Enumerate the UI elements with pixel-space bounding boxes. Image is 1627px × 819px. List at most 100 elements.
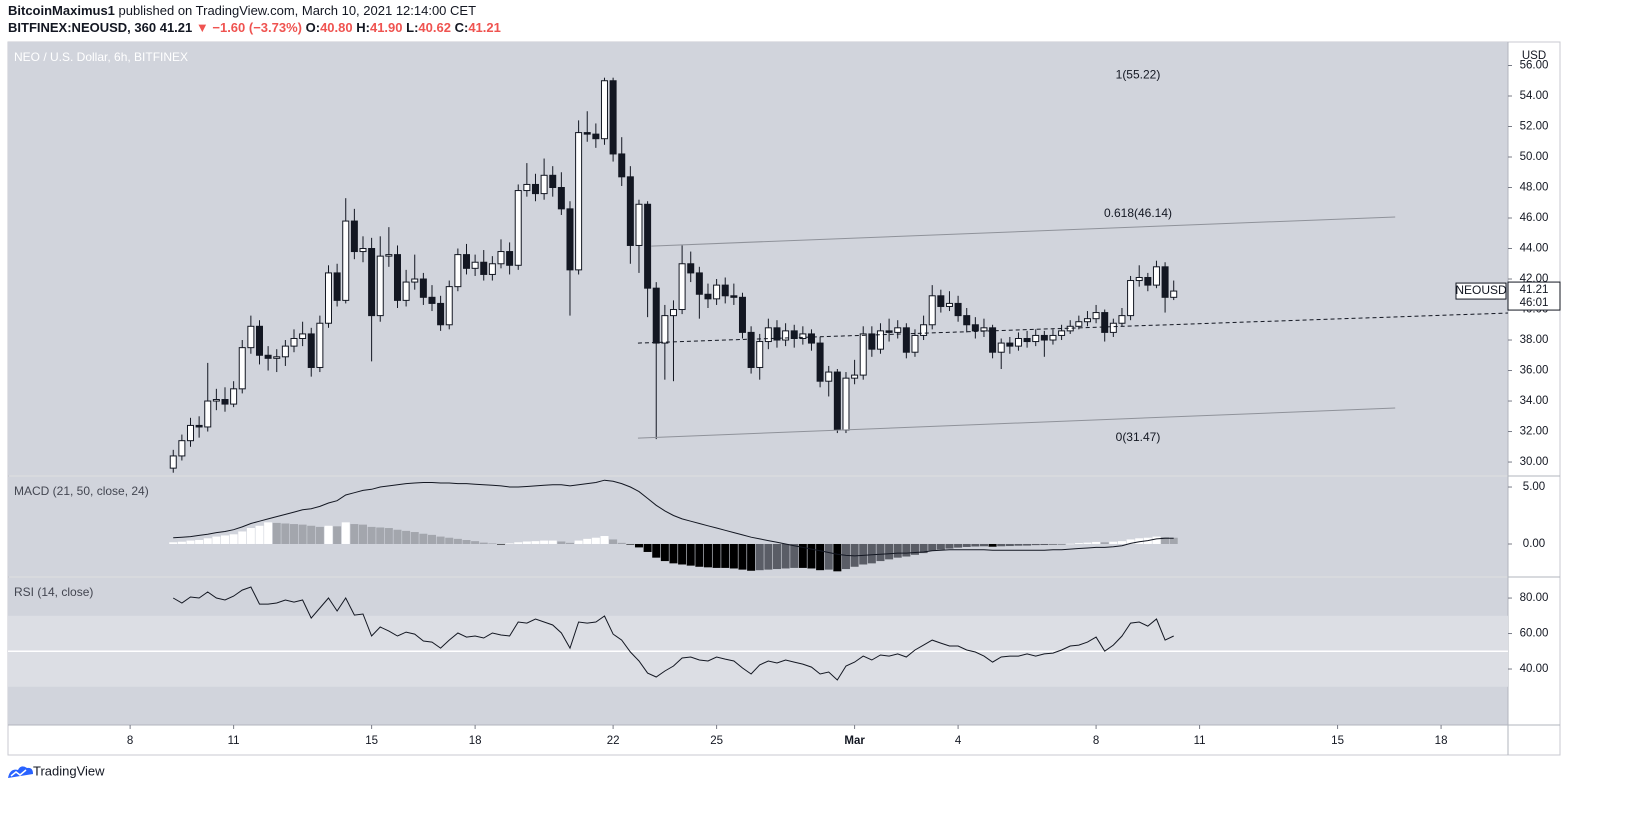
candle-body (661, 315, 669, 344)
macd-bar (1023, 543, 1032, 546)
macd-bar (591, 537, 600, 544)
macd-bar (246, 528, 255, 544)
y-tick-label: 46.00 (1520, 212, 1549, 224)
candle-body (859, 333, 867, 376)
candle-body (756, 341, 764, 368)
y-tick-label: 50.00 (1520, 151, 1549, 163)
candle-body (411, 278, 419, 283)
candle-body (704, 293, 712, 300)
macd-bar (971, 543, 980, 547)
candle-body (290, 337, 298, 347)
macd-bar (540, 540, 549, 544)
macd-bar (522, 541, 531, 544)
candle-body (419, 278, 427, 298)
candle-body (523, 183, 531, 192)
candle-body (497, 251, 505, 265)
macd-bar (867, 543, 876, 564)
y-tick-label: 44.00 (1520, 243, 1549, 255)
trend-line-dashed (637, 312, 1509, 344)
macd-bar (928, 543, 937, 551)
fib-label: 1(55.22) (1116, 68, 1161, 82)
macd-bar (695, 543, 704, 567)
macd-bar (936, 543, 945, 550)
macd-bar (669, 543, 678, 564)
macd-bar (376, 527, 385, 544)
macd-bar (427, 534, 436, 544)
macd-bar (833, 543, 842, 572)
candle-body (307, 333, 315, 368)
candle-body (480, 261, 488, 275)
x-tick-label: 4 (955, 735, 962, 747)
macd-bar (238, 531, 247, 544)
candle-body (247, 325, 255, 349)
symbol-line: BITFINEX:NEOUSD, 360 41.21 ▼ −1.60 (−3.7… (8, 20, 501, 35)
author: BitcoinMaximus1 (8, 3, 115, 18)
macd-bar (824, 543, 833, 570)
macd-bar (1014, 543, 1023, 546)
candle-body (471, 261, 479, 269)
macd-bar (798, 543, 807, 568)
candle-body (600, 80, 608, 140)
candle-body (583, 132, 591, 135)
macd-bar (367, 526, 376, 544)
macd-line (173, 479, 1174, 557)
candle-body (1127, 280, 1135, 317)
candle-body (385, 254, 393, 257)
price-label-symbol: NEOUSD (1455, 283, 1507, 297)
macd-bar (186, 540, 195, 544)
candle-body (876, 330, 884, 350)
macd-bar (298, 524, 307, 544)
candle-body (773, 327, 781, 341)
chart-title: NEO / U.S. Dollar, 6h, BITFINEX (14, 50, 188, 64)
macd-bar (212, 536, 221, 544)
candle-body (575, 132, 583, 271)
candle-body (566, 208, 574, 271)
macd-bar (402, 530, 411, 544)
candle-body (678, 263, 686, 311)
price-label-value-box (1507, 281, 1561, 311)
x-tick-label: 15 (365, 735, 378, 747)
macd-bar (557, 541, 566, 544)
y-tick-label: 30.00 (1520, 456, 1549, 468)
macd-bar (1126, 539, 1135, 544)
macd-bar (738, 543, 747, 570)
candle-body (1083, 318, 1091, 323)
channel-line (651, 216, 1396, 247)
ohlc-label: L: (406, 20, 418, 35)
header-line: BitcoinMaximus1 published on TradingView… (8, 3, 476, 18)
published: published on TradingView.com, March 10, … (119, 3, 477, 18)
macd-bar (1074, 543, 1083, 544)
ohlc-value: 40.80 (320, 20, 353, 35)
candle-body (454, 254, 462, 288)
macd-bar (358, 524, 367, 544)
candle-body (316, 322, 324, 368)
candle-body (1058, 330, 1066, 336)
macd-bar (281, 523, 290, 544)
ohlc-value: 40.62 (418, 20, 451, 35)
candle-body (186, 424, 194, 442)
macd-bar (341, 522, 350, 544)
last-price: 41.21 (160, 20, 193, 35)
macd-bar (988, 543, 997, 547)
y-tick-label: 80.00 (1520, 592, 1549, 604)
macd-bar (479, 542, 488, 544)
macd-bar (678, 543, 687, 565)
macd-bar (393, 529, 402, 544)
macd-bar (876, 543, 885, 562)
macd-bar (1040, 543, 1049, 546)
candle-body (557, 187, 565, 210)
rsi-title: RSI (14, close) (14, 585, 93, 599)
fib-label: 0(31.47) (1116, 430, 1161, 444)
macd-bar (1169, 537, 1178, 544)
logo-line (10, 769, 27, 777)
x-tick-label: Mar (844, 735, 865, 747)
macd-bar (177, 541, 186, 544)
candle-body (851, 374, 859, 379)
candle-body (393, 254, 401, 301)
macd-bar (1152, 536, 1161, 544)
macd-bar (1005, 543, 1014, 547)
macd-bar (703, 543, 712, 568)
candle-body (462, 254, 470, 269)
macd-bar (885, 543, 894, 560)
